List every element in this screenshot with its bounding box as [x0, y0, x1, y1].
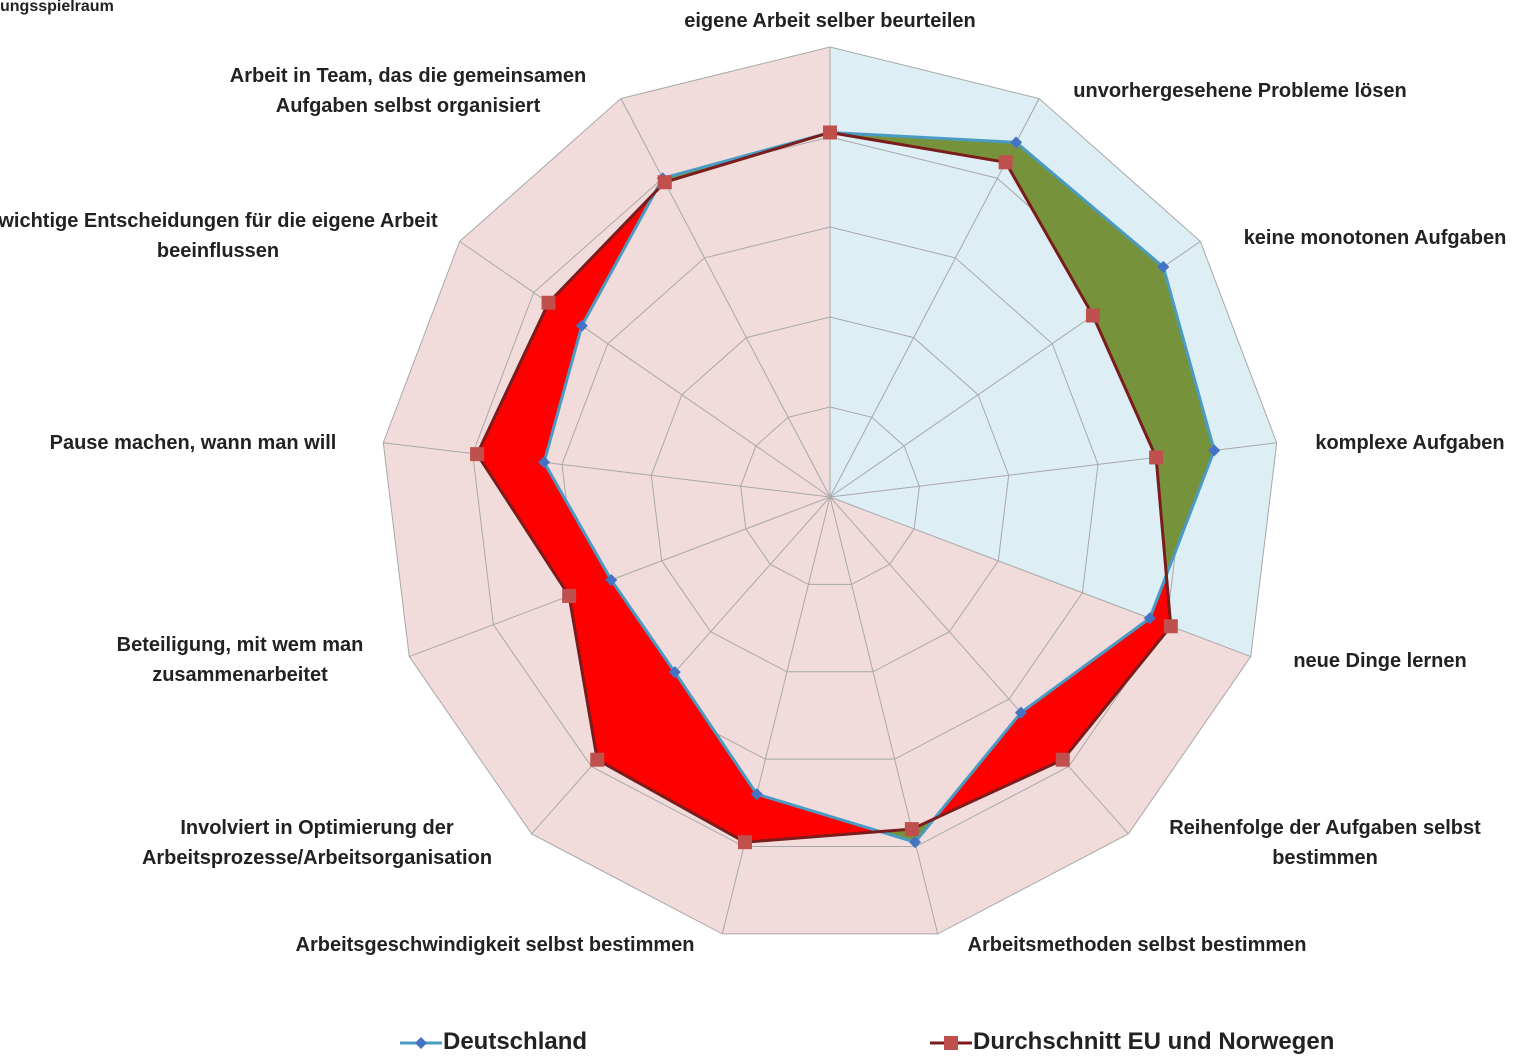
marker [1163, 619, 1178, 634]
marker [605, 573, 618, 586]
axis-label: keine monotonen Aufgaben [1243, 227, 1507, 249]
legend-label: Durchschnitt EU und Norwegen [973, 1028, 1335, 1055]
marker [1010, 136, 1023, 149]
chart-title: ungsspielraum [0, 0, 114, 15]
marker [1085, 308, 1100, 323]
axis-label: Arbeitsmethoden selbst bestimmen [967, 934, 1307, 956]
grid-ring [740, 406, 920, 585]
axis-label: Arbeit in Team, das die gemeinsamen Aufg… [229, 65, 587, 117]
axis-label: wichtige Entscheidungen für die eigene A… [0, 210, 438, 262]
marker [657, 175, 672, 190]
marker [575, 319, 588, 332]
marker [823, 125, 837, 140]
marker [541, 295, 556, 310]
spoke [383, 442, 831, 498]
axis-label: Reihenfolge der Aufgaben selbst bestimme… [1169, 817, 1481, 869]
grid-ring [382, 46, 1278, 935]
marker [904, 822, 919, 837]
grid-ring [561, 226, 1099, 760]
marker [998, 155, 1013, 170]
marker [1208, 444, 1221, 457]
axis-label: komplexe Aufgaben [1315, 432, 1505, 454]
series-line [475, 130, 1173, 844]
axis-label: unvorhergesehene Probleme lösen [1073, 80, 1407, 102]
axis-label: eigene Arbeit selber beurteilen [684, 10, 976, 32]
legend-marker [415, 1037, 427, 1049]
series-line [542, 130, 1216, 844]
spoke [829, 496, 1251, 658]
marker [562, 588, 577, 603]
spoke [620, 98, 831, 498]
marker [470, 447, 485, 462]
marker [1143, 612, 1156, 625]
marker [750, 788, 763, 801]
marker [909, 836, 922, 849]
spoke [829, 496, 1129, 835]
marker [1014, 706, 1027, 719]
axis-label: Arbeitsgeschwindigkeit selbst bestimmen [295, 934, 695, 956]
axis-label: Pause machen, wann man will [49, 432, 337, 454]
spoke [829, 496, 939, 935]
axis-label: neue Dinge lernen [1293, 650, 1467, 672]
marker [1055, 752, 1070, 767]
axis-label: Beteiligung, mit wem man zusammenarbeite… [116, 634, 364, 686]
marker [737, 835, 752, 850]
grid-ring [650, 316, 1010, 673]
marker [668, 666, 681, 679]
legend-label: Deutschland [443, 1028, 588, 1055]
spoke [721, 496, 831, 935]
spoke [531, 496, 831, 835]
marker [1149, 450, 1164, 465]
marker [1157, 260, 1170, 273]
spoke [459, 240, 831, 498]
marker [538, 456, 551, 469]
spoke [409, 496, 831, 658]
marker [590, 752, 605, 767]
axis-label: Involviert in Optimierung der Arbeitspro… [141, 817, 493, 869]
legend-marker [944, 1036, 958, 1050]
